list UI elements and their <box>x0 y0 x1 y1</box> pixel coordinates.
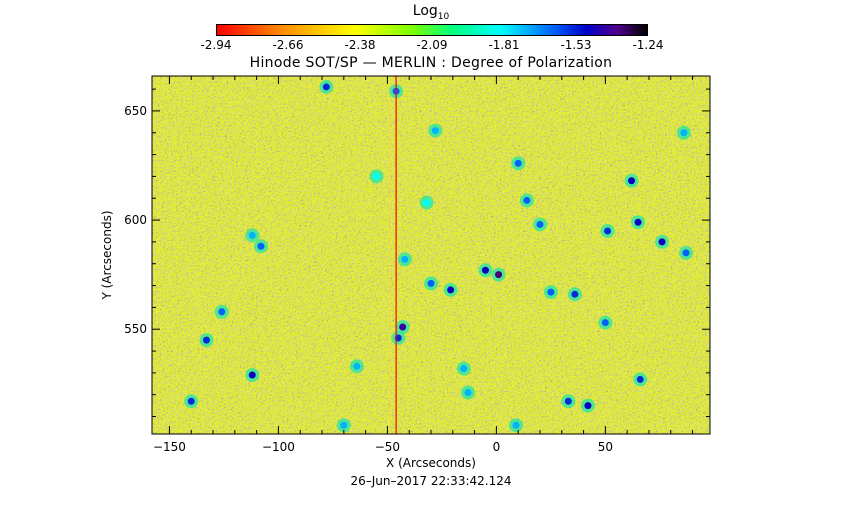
polarization-feature <box>628 177 636 185</box>
x-tick-label: −50 <box>375 440 400 454</box>
x-tick-label: −150 <box>153 440 186 454</box>
polarization-feature <box>601 319 609 327</box>
polarization-feature <box>636 375 644 383</box>
colorbar-title-text: Log <box>412 3 438 19</box>
polarization-feature <box>399 323 407 331</box>
polarization-feature <box>571 290 579 298</box>
y-axis-label: Y (Arcseconds) <box>100 210 114 300</box>
polarization-feature <box>680 129 688 137</box>
x-tick-label: −100 <box>262 440 295 454</box>
colorbar <box>216 24 648 36</box>
polarization-feature <box>257 242 265 250</box>
polarization-feature <box>353 362 361 370</box>
polarization-feature <box>248 371 256 379</box>
colorbar-tick-label: -1.53 <box>560 38 592 52</box>
x-tick-label: 0 <box>493 440 501 454</box>
y-tick-label: 600 <box>124 213 147 227</box>
polarization-feature <box>512 421 520 429</box>
polarization-feature <box>547 288 555 296</box>
colorbar-title-subscript: 10 <box>437 11 450 22</box>
colorbar-title: Log10 <box>381 3 481 22</box>
colorbar-tick-label: -2.66 <box>272 38 304 52</box>
polarization-feature <box>481 266 489 274</box>
polarization-feature <box>340 421 348 429</box>
colorbar-tick-label: -2.38 <box>344 38 376 52</box>
colorbar-tick-label: -2.94 <box>200 38 232 52</box>
polarization-feature <box>514 159 522 167</box>
polarization-feature <box>564 397 572 405</box>
polarization-feature <box>431 127 439 135</box>
polarization-feature <box>682 249 690 257</box>
polarization-feature <box>187 397 195 405</box>
polarization-feature <box>427 279 435 287</box>
polarization-feature <box>495 271 503 279</box>
colorbar-tick-label: -2.09 <box>416 38 448 52</box>
observation-timestamp: 26–Jun–2017 22:33:42.124 <box>350 474 512 488</box>
polarization-feature <box>460 365 468 373</box>
colorbar-tick-label: -1.24 <box>632 38 664 52</box>
polarization-feature <box>658 238 666 246</box>
polarization-feature <box>423 199 431 207</box>
polarization-feature <box>523 196 531 204</box>
x-axis-label: X (Arcseconds) <box>386 456 476 470</box>
polarization-feature <box>604 227 612 235</box>
colorbar-tick-label: -1.81 <box>488 38 520 52</box>
polarization-feature <box>248 231 256 239</box>
polarization-feature <box>218 308 226 316</box>
polarization-feature <box>202 336 210 344</box>
polarization-feature <box>634 218 642 226</box>
x-tick-label: 50 <box>598 440 613 454</box>
polarization-feature <box>447 286 455 294</box>
polarization-feature <box>464 389 472 397</box>
y-tick-label: 650 <box>124 104 147 118</box>
colorbar-ticks: -2.94 -2.66 -2.38 -2.09 -1.81 -1.53 -1.24 <box>0 38 861 56</box>
polarization-feature <box>401 255 409 263</box>
y-tick-label: 550 <box>124 322 147 336</box>
polarization-feature <box>584 402 592 410</box>
polarization-feature <box>536 220 544 228</box>
plot-title: Hinode SOT/SP — MERLIN : Degree of Polar… <box>249 55 613 71</box>
polarization-feature <box>373 172 381 180</box>
polarization-feature <box>322 83 330 91</box>
